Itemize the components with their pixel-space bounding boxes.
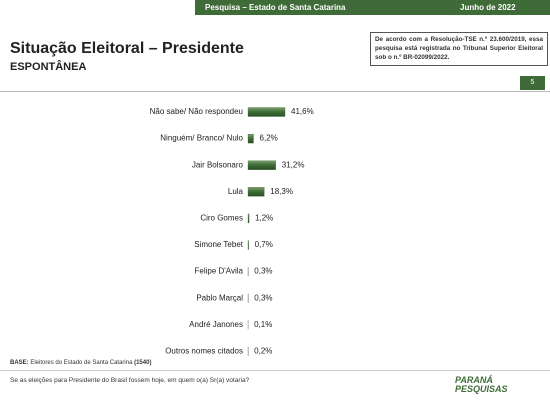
category-label: André Janones <box>189 320 243 329</box>
logo-line: PARANÁ <box>455 375 493 385</box>
category-label: Ciro Gomes <box>200 214 243 223</box>
category-label: Simone Tebet <box>194 240 244 249</box>
divider <box>0 370 550 371</box>
category-label: Outros nomes citados <box>165 347 243 356</box>
base-count: (1540) <box>134 360 152 366</box>
value-label: 0,2% <box>254 347 272 356</box>
category-label: Jair Bolsonaro <box>192 160 244 169</box>
base-text: Eleitores do Estado de Santa Catarina <box>30 360 133 366</box>
bar <box>247 240 249 250</box>
chart: Não sabe/ Não respondeu 41,6% Ninguém/ Bra… <box>150 107 314 357</box>
chart-subtitle: ESPONTÂNEA <box>10 61 87 73</box>
value-label: 31,2% <box>282 160 305 169</box>
question: Se as eleições para Presidente do Brasil… <box>10 377 250 384</box>
value-label: 6,2% <box>260 134 278 143</box>
logo: PARANÁ PESQUISAS <box>455 376 508 394</box>
value-label: 0,3% <box>254 293 272 302</box>
category-label: Lula <box>228 187 244 196</box>
bar <box>247 213 250 224</box>
logo-line: PESQUISAS <box>455 384 508 394</box>
header-bar: Pesquisa – Estado de Santa Catarina Junh… <box>195 0 550 15</box>
survey-date: Junho de 2022 <box>460 3 516 12</box>
value-label: 18,3% <box>270 187 293 196</box>
category-label: Ninguém/ Branco/ Nulo <box>160 134 243 143</box>
category-label: Felipe D'Avila <box>194 267 243 276</box>
divider <box>0 91 550 92</box>
base-label: BASE: <box>10 360 29 366</box>
category-label: Não sabe/ Não respondeu <box>150 107 243 116</box>
chart-title: Situação Eleitoral – Presidente <box>10 40 244 57</box>
bar <box>247 160 276 170</box>
page-number: 5 <box>520 76 545 90</box>
category-label: Pablo Marçal <box>196 293 243 302</box>
value-label: 41,6% <box>291 107 314 116</box>
survey-name: Pesquisa – Estado de Santa Catarina <box>205 3 346 12</box>
value-label: 0,7% <box>255 240 273 249</box>
bar <box>247 133 254 144</box>
value-label: 0,1% <box>254 320 272 329</box>
registration-notice: De acordo com a Resolução-TSE n.º 23.600… <box>370 32 548 66</box>
bar <box>247 187 265 197</box>
bar <box>247 107 286 117</box>
base-note: BASE: Eleitores do Estado de Santa Catar… <box>10 360 151 366</box>
value-label: 0,3% <box>254 267 272 276</box>
value-label: 1,2% <box>255 214 273 223</box>
